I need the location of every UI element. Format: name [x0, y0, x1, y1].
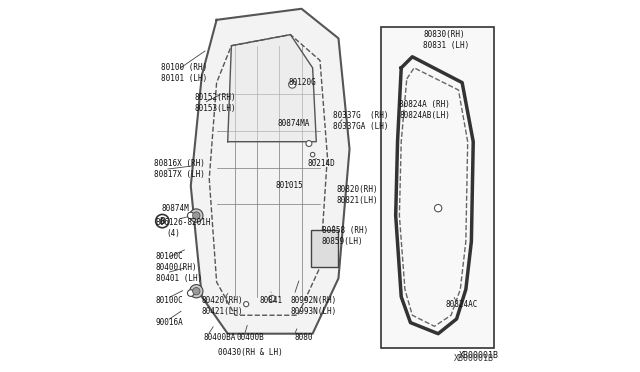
Circle shape: [269, 295, 275, 302]
Circle shape: [289, 81, 296, 88]
Text: B: B: [159, 217, 165, 225]
Text: 00430(RH & LH): 00430(RH & LH): [218, 348, 284, 357]
Circle shape: [189, 285, 203, 298]
Text: 80874M: 80874M: [161, 203, 189, 213]
Text: 90016A: 90016A: [156, 318, 184, 327]
Text: 80816X (RH): 80816X (RH): [154, 159, 205, 169]
Text: 80400(RH): 80400(RH): [156, 263, 197, 272]
Text: 80401 (LH): 80401 (LH): [156, 274, 202, 283]
Circle shape: [310, 153, 315, 157]
Text: XB00001B: XB00001B: [454, 354, 493, 363]
Circle shape: [193, 288, 200, 295]
Text: 80859(LH): 80859(LH): [322, 237, 364, 246]
Text: 80824AB(LH): 80824AB(LH): [399, 111, 451, 121]
Text: 80153(LH): 80153(LH): [195, 104, 236, 113]
Text: 80100C: 80100C: [156, 251, 184, 261]
Text: 80824A (RH): 80824A (RH): [399, 100, 451, 109]
Text: 80830(RH): 80830(RH): [424, 30, 465, 39]
Text: 80337G  (RH): 80337G (RH): [333, 111, 388, 121]
Text: 80120G: 80120G: [289, 78, 316, 87]
Text: 80214D: 80214D: [307, 159, 335, 169]
Text: 80100 (RH): 80100 (RH): [161, 63, 207, 72]
Text: 80824AC: 80824AC: [445, 300, 478, 309]
Text: 8080: 8080: [294, 333, 313, 342]
Text: 80337GA (LH): 80337GA (LH): [333, 122, 388, 131]
Circle shape: [189, 209, 203, 222]
Text: 80858 (RH): 80858 (RH): [322, 226, 368, 235]
Text: 80400BA: 80400BA: [204, 333, 236, 342]
Bar: [381, 27, 493, 349]
Text: 80817X (LH): 80817X (LH): [154, 170, 205, 179]
Text: 80420(RH): 80420(RH): [202, 296, 243, 305]
Circle shape: [188, 290, 194, 296]
Text: B06126-8201H: B06126-8201H: [156, 218, 211, 227]
Circle shape: [244, 302, 249, 307]
Text: 00400B: 00400B: [237, 333, 265, 342]
Text: 80820(RH): 80820(RH): [337, 185, 378, 194]
Circle shape: [306, 141, 312, 147]
Text: 80101 (LH): 80101 (LH): [161, 74, 207, 83]
Circle shape: [435, 205, 442, 212]
Text: 80831 (LH): 80831 (LH): [424, 41, 470, 50]
Text: 80992N(RH): 80992N(RH): [291, 296, 337, 305]
Text: 80874MA: 80874MA: [278, 119, 310, 128]
Text: 80821(LH): 80821(LH): [337, 196, 378, 205]
Polygon shape: [228, 35, 316, 142]
Text: XB00001B: XB00001B: [458, 351, 499, 360]
Bar: [311, 230, 339, 267]
Text: 80152(RH): 80152(RH): [195, 93, 236, 102]
Text: 80841: 80841: [259, 296, 282, 305]
Text: 80421(LH): 80421(LH): [202, 307, 243, 316]
Polygon shape: [191, 9, 349, 334]
Circle shape: [188, 212, 194, 219]
Text: (4): (4): [167, 230, 180, 238]
Text: 80100C: 80100C: [156, 296, 184, 305]
Circle shape: [193, 212, 200, 219]
Text: 80993N(LH): 80993N(LH): [291, 307, 337, 316]
Text: 801015: 801015: [276, 182, 303, 190]
